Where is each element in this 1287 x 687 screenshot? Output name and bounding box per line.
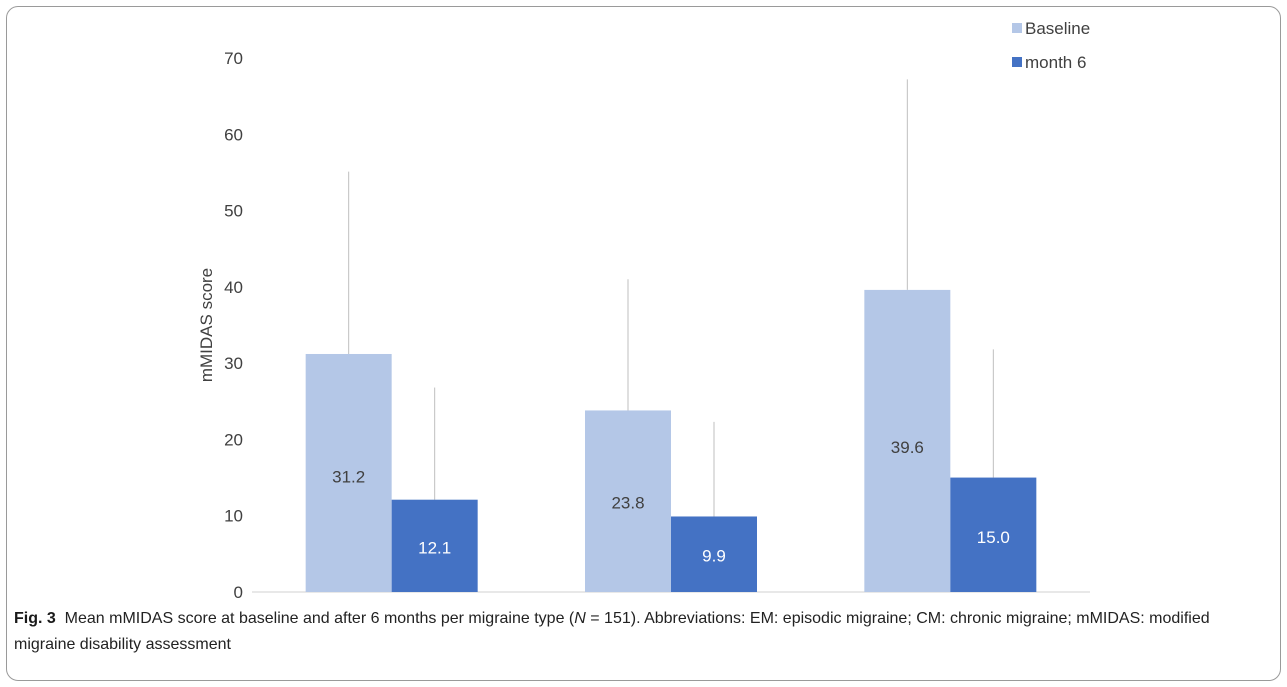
legend-label: Baseline [1025, 19, 1090, 38]
y-tick-label: 50 [224, 202, 243, 221]
legend: Baseline month 6 [1012, 19, 1090, 72]
bar-value-label: 9.9 [702, 547, 726, 566]
x-tick-labels: Total EM CM [374, 599, 964, 600]
y-tick-label: 70 [224, 49, 243, 68]
y-tick-label: 0 [234, 583, 243, 600]
legend-swatch [1012, 23, 1022, 33]
bar [305, 353, 392, 592]
bar-value-label: 15.0 [977, 528, 1010, 547]
bar [864, 289, 951, 592]
bar-value-label: 31.2 [332, 468, 365, 487]
y-axis-label: mMIDAS score [197, 268, 216, 382]
y-tick-label: 30 [224, 354, 243, 373]
y-tick-label: 20 [224, 430, 243, 449]
legend-swatch [1012, 57, 1022, 67]
bar [671, 516, 757, 592]
bar-value-labels: 31.2 12.1 23.8 9.9 39.6 15.0 [332, 438, 1010, 566]
x-tick-label: Total [374, 599, 410, 600]
error-bars [348, 79, 994, 517]
bar [391, 499, 478, 592]
caption-text-a: Mean mMIDAS score at baseline and after … [64, 610, 575, 627]
figure-caption: Fig. 3 Mean mMIDAS score at baseline and… [14, 606, 1264, 658]
y-tick-label: 10 [224, 507, 243, 526]
bar-value-label: 23.8 [611, 493, 644, 512]
caption-text-b: = 151). Abbreviations: EM: episodic migr… [14, 610, 1210, 653]
legend-label: month 6 [1025, 53, 1086, 72]
bar [950, 477, 1037, 592]
figure-label: Fig. 3 [14, 610, 56, 627]
y-tick-label: 40 [224, 278, 243, 297]
caption-n-symbol: N [574, 610, 586, 627]
bar-value-label: 39.6 [891, 438, 924, 457]
y-tick-label: 60 [224, 125, 243, 144]
bar-chart: 31.2 12.1 23.8 9.9 39.6 15.0 Total EM CM 0 10 20 3… [197, 19, 1090, 600]
x-tick-label: CM [937, 599, 963, 600]
y-tick-labels: 0 10 20 30 40 50 60 70 [224, 49, 243, 600]
x-tick-label: EM [658, 599, 684, 600]
bars [305, 289, 1037, 592]
bar-value-label: 12.1 [418, 539, 451, 558]
bar [585, 410, 671, 592]
